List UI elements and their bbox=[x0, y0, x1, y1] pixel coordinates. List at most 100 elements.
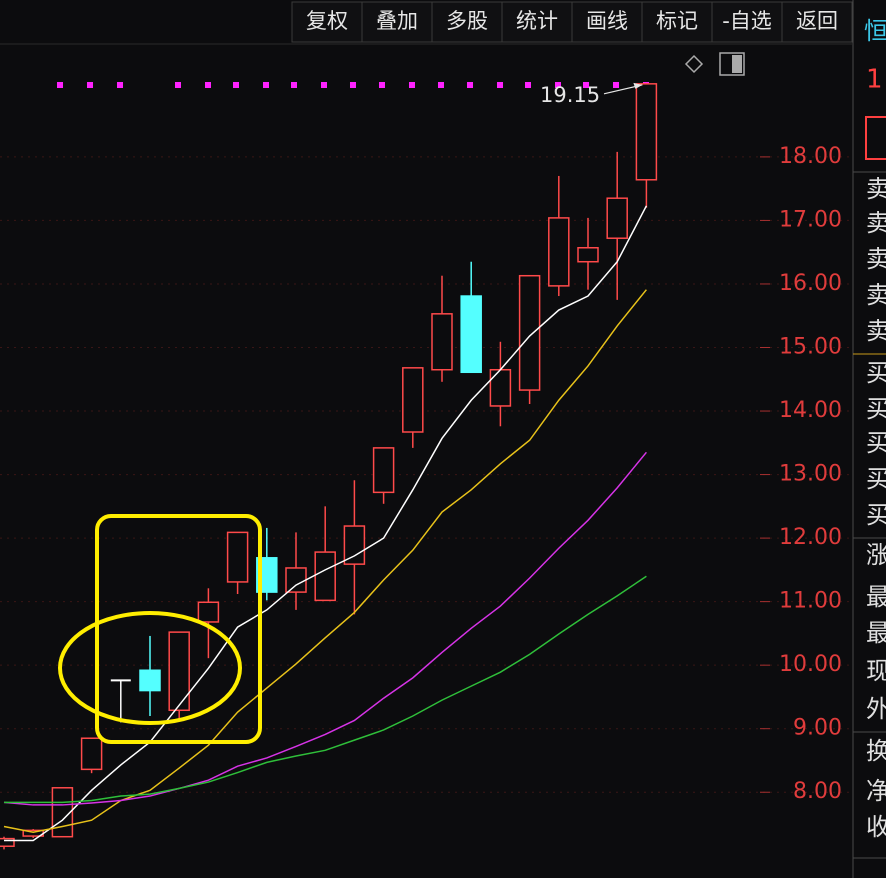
side-label: 最 bbox=[866, 619, 886, 647]
marker-dot bbox=[57, 82, 63, 88]
toolbar-label[interactable]: -自选 bbox=[722, 9, 772, 33]
toolbar-label[interactable]: 返回 bbox=[796, 9, 838, 33]
toolbar-label[interactable]: 标记 bbox=[656, 9, 698, 33]
moving-average-line bbox=[3, 451, 647, 806]
marker-dot bbox=[379, 82, 385, 88]
toolbar-button[interactable] bbox=[781, 1, 853, 43]
candle-body bbox=[518, 274, 541, 391]
candle-body bbox=[606, 197, 628, 239]
high-arrow-head bbox=[633, 82, 643, 89]
candle-body bbox=[197, 601, 220, 623]
side-label: 收 bbox=[866, 813, 886, 841]
candle-body bbox=[314, 551, 336, 602]
candle-body bbox=[80, 737, 103, 771]
y-tick-label: 10.00 bbox=[779, 652, 842, 677]
y-tick-label: 17.00 bbox=[779, 207, 842, 232]
side-label: 卖 bbox=[866, 317, 886, 345]
toolbar-label[interactable]: 复权 bbox=[306, 9, 348, 33]
y-tick-label: 16.00 bbox=[779, 271, 842, 296]
y-tick-label: 15.00 bbox=[779, 334, 842, 359]
drawn-rectangle bbox=[95, 514, 262, 744]
layout-icon-fill bbox=[732, 55, 742, 73]
y-tick-label: 14.00 bbox=[779, 398, 842, 423]
candle-body bbox=[489, 368, 512, 407]
drawn-ellipse bbox=[58, 611, 242, 725]
plot: 8.00 9.00 10.00 11.00 12.00 13.00 14.00 15.00 16… bbox=[0, 82, 853, 850]
y-tick-label: 11.00 bbox=[779, 589, 842, 614]
marker-dot bbox=[525, 82, 531, 88]
moving-average-line bbox=[4, 575, 647, 804]
marker-dot bbox=[175, 82, 181, 88]
marker-dot bbox=[583, 82, 589, 88]
side-label: 卖 bbox=[866, 281, 886, 309]
side-label: 现 bbox=[866, 657, 886, 685]
y-tick-label: 12.00 bbox=[779, 525, 842, 550]
y-tick-label: 9.00 bbox=[793, 716, 842, 741]
side-label: 买 bbox=[866, 359, 886, 387]
side-label: 买 bbox=[866, 465, 886, 493]
marker-dot bbox=[555, 82, 561, 88]
side-title: 恒 bbox=[864, 17, 886, 45]
marker-dot bbox=[438, 82, 444, 88]
candle-body bbox=[139, 669, 161, 692]
marker-dot bbox=[350, 82, 356, 88]
side-label: 换 bbox=[866, 737, 886, 765]
toolbar-label[interactable]: 画线 bbox=[586, 9, 628, 33]
marker-dot bbox=[321, 82, 327, 88]
candle-body bbox=[460, 295, 482, 374]
side-label: 卖 bbox=[866, 209, 886, 237]
marker-dot bbox=[467, 82, 473, 88]
side-label: 外 bbox=[866, 695, 886, 723]
side-label: 卖 bbox=[866, 245, 886, 273]
candle-body bbox=[285, 567, 307, 593]
side-label: 净 bbox=[866, 777, 886, 805]
y-tick-label: 13.00 bbox=[779, 462, 842, 487]
marker-dot bbox=[497, 82, 503, 88]
candle-body bbox=[168, 631, 190, 712]
candle-body bbox=[577, 247, 599, 263]
toolbar: 复权 叠加 多股 统计 画线 标记 -自选 返回 bbox=[291, 1, 853, 43]
candle-body bbox=[431, 313, 453, 371]
y-tick-label: 8.00 bbox=[793, 779, 842, 804]
toolbar-button[interactable] bbox=[291, 1, 363, 43]
side-label: 买 bbox=[866, 501, 886, 529]
marker-dot bbox=[233, 82, 239, 88]
high-label: 19.15 bbox=[540, 83, 600, 107]
candle-body bbox=[402, 367, 424, 433]
marker-dot bbox=[87, 82, 93, 88]
diamond-icon[interactable] bbox=[684, 54, 704, 74]
candle-body bbox=[0, 837, 15, 847]
toolbar-button[interactable] bbox=[361, 1, 433, 43]
toolbar-label[interactable]: 统计 bbox=[516, 9, 558, 33]
toolbar-button[interactable] bbox=[571, 1, 643, 43]
candle-body bbox=[343, 525, 366, 565]
side-value: 1 bbox=[866, 65, 883, 95]
candle-body bbox=[226, 531, 249, 583]
candle-body bbox=[635, 83, 658, 181]
side-label: 卖 bbox=[866, 175, 886, 203]
toolbar-label[interactable]: 多股 bbox=[446, 9, 488, 33]
moving-average-line bbox=[3, 289, 647, 834]
layout-icon[interactable] bbox=[719, 52, 745, 76]
toolbar-button[interactable] bbox=[431, 1, 503, 43]
marker-dot bbox=[263, 82, 269, 88]
side-label: 买 bbox=[866, 429, 886, 457]
marker-dot bbox=[291, 82, 297, 88]
candle-body bbox=[548, 217, 570, 287]
marker-dot bbox=[409, 82, 415, 88]
side-label: 买 bbox=[866, 395, 886, 423]
toolbar-button[interactable] bbox=[641, 1, 713, 43]
side-box bbox=[865, 116, 886, 160]
side-label: 最 bbox=[866, 583, 886, 611]
y-tick-label: 18.00 bbox=[779, 144, 842, 169]
marker-dot bbox=[613, 82, 619, 88]
marker-dot bbox=[205, 82, 211, 88]
toolbar-label[interactable]: 叠加 bbox=[376, 9, 418, 33]
toolbar-button[interactable] bbox=[711, 1, 783, 43]
candle-body bbox=[372, 447, 395, 494]
side-label: 涨 bbox=[866, 541, 886, 569]
moving-average-line bbox=[4, 205, 648, 842]
